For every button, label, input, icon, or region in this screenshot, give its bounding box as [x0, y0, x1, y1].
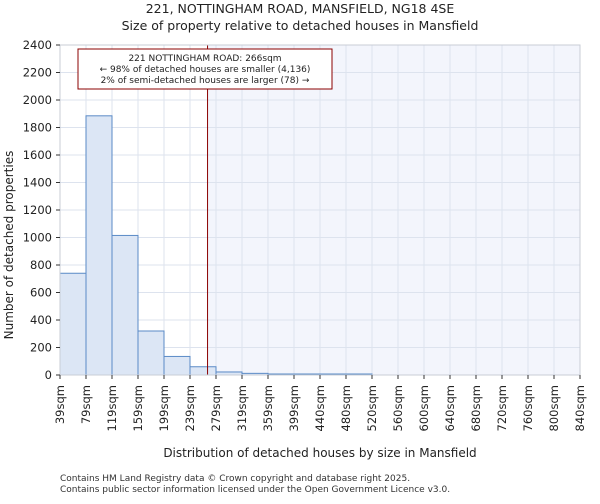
histogram-bars — [59, 115, 373, 376]
y-tick-label: 2200 — [23, 66, 52, 80]
footer-line1: Contains HM Land Registry data © Crown c… — [60, 474, 410, 484]
x-tick-label: 359sqm — [261, 385, 275, 431]
annotation-box-frame — [77, 48, 333, 90]
histogram-bar — [111, 234, 139, 376]
y-axis-ticks: 0 200 400 600 800 1000 1200 1400 1600 1800 2000 220… — [23, 38, 60, 382]
x-tick-label: 239sqm — [183, 385, 197, 431]
y-tick-label: 2400 — [23, 38, 52, 52]
y-axis-label: Number of detached properties — [2, 151, 16, 340]
x-tick-label: 199sqm — [157, 385, 171, 431]
x-tick-label: 560sqm — [391, 385, 405, 431]
y-tick-label: 1400 — [23, 176, 52, 190]
y-tick-label: 400 — [30, 313, 52, 327]
y-tick-label: 800 — [30, 258, 52, 272]
histogram-bar — [85, 115, 113, 376]
x-tick-label: 800sqm — [547, 385, 561, 431]
chart-title-line1: 221, NOTTINGHAM ROAD, MANSFIELD, NG18 4S… — [146, 1, 455, 16]
histogram-bar — [137, 330, 165, 376]
x-tick-label: 399sqm — [287, 385, 301, 431]
x-axis-ticks: 39sqm 79sqm 119sqm 159sqm 199sqm 239sqm 279sqm… — [53, 375, 587, 431]
annotation-box: 221 NOTTINGHAM ROAD: 266sqm ← 98% of det… — [77, 48, 333, 90]
x-tick-label: 319sqm — [235, 385, 249, 431]
y-tick-label: 1600 — [23, 148, 52, 162]
chart-title-line2: Size of property relative to detached ho… — [122, 18, 479, 33]
y-tick-label: 1800 — [23, 121, 52, 135]
annotation-line1: 221 NOTTINGHAM ROAD: 266sqm — [128, 54, 281, 64]
histogram-bar — [189, 366, 217, 376]
x-tick-label: 640sqm — [443, 385, 457, 431]
y-tick-label: 200 — [30, 341, 52, 355]
x-tick-label: 480sqm — [339, 385, 353, 431]
x-tick-label: 520sqm — [365, 385, 379, 431]
y-tick-label: 1200 — [23, 203, 52, 217]
y-tick-label: 0 — [45, 368, 52, 382]
x-tick-label: 720sqm — [495, 385, 509, 431]
x-tick-label: 600sqm — [417, 385, 431, 431]
x-tick-label: 440sqm — [313, 385, 327, 431]
annotation-line3: 2% of semi-detached houses are larger (7… — [101, 76, 310, 86]
x-tick-label: 119sqm — [105, 385, 119, 431]
x-axis-label: Distribution of detached houses by size … — [163, 446, 476, 460]
x-tick-label: 279sqm — [209, 385, 223, 431]
y-tick-label: 1000 — [23, 231, 52, 245]
x-tick-label: 760sqm — [521, 385, 535, 431]
x-tick-label: 680sqm — [469, 385, 483, 431]
x-tick-label: 840sqm — [573, 385, 587, 431]
y-tick-label: 2000 — [23, 93, 52, 107]
footer-line2: Contains public sector information licen… — [60, 485, 450, 495]
histogram-bar — [163, 355, 191, 376]
x-tick-label: 39sqm — [53, 385, 67, 424]
x-tick-label: 79sqm — [79, 385, 93, 424]
x-tick-label: 159sqm — [131, 385, 145, 431]
histogram-bar — [59, 272, 87, 376]
y-tick-label: 600 — [30, 286, 52, 300]
annotation-line2: ← 98% of detached houses are smaller (4,… — [100, 65, 311, 75]
